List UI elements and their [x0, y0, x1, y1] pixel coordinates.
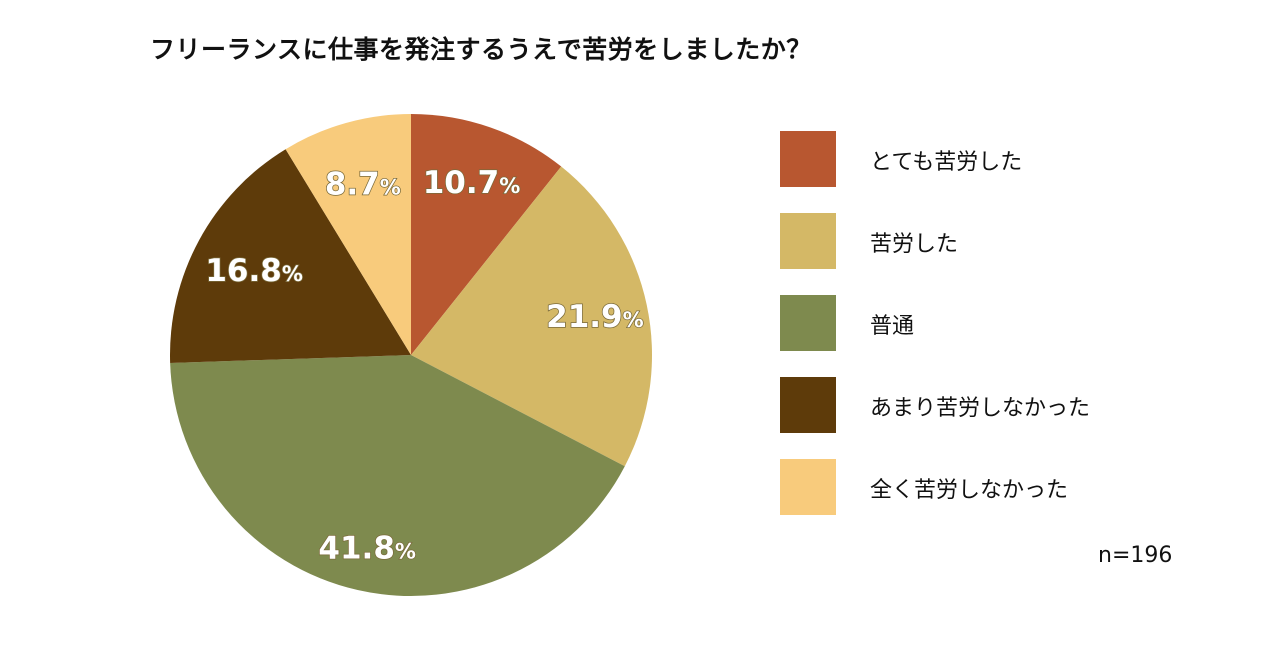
- pie-slice-5: [285, 114, 411, 355]
- legend-swatch: [780, 213, 836, 269]
- pie-chart: 10.7% 21.9% 41.8% 16.8% 8.7%: [169, 114, 653, 596]
- pie-value-label-4: 16.8%: [205, 253, 303, 289]
- legend-label: 苦労した: [870, 232, 959, 257]
- pie-slice-3: [170, 355, 625, 596]
- legend-label: とても苦労した: [870, 150, 1023, 175]
- chart-title: フリーランスに仕事を発注するうえで苦労をしましたか？: [150, 35, 812, 64]
- pie-slice-2: [411, 166, 653, 467]
- legend-label: あまり苦労しなかった: [870, 396, 1091, 421]
- pie-value-label-3: 41.8%: [318, 531, 416, 567]
- legend-swatch: [780, 459, 836, 515]
- pie-slice-1: [411, 114, 562, 355]
- sample-size-note: n=196: [1098, 543, 1173, 568]
- legend-label: 普通: [870, 314, 915, 339]
- legend-swatch: [780, 377, 836, 433]
- pie-value-label-5: 8.7%: [325, 166, 401, 202]
- legend-swatch: [780, 295, 836, 351]
- legend-label: 全く苦労しなかった: [870, 478, 1069, 503]
- legend-swatch: [780, 131, 836, 187]
- pie-value-label-2: 21.9%: [546, 299, 644, 335]
- pie-slice-4: [169, 149, 411, 363]
- pie-value-label-1: 10.7%: [423, 165, 521, 201]
